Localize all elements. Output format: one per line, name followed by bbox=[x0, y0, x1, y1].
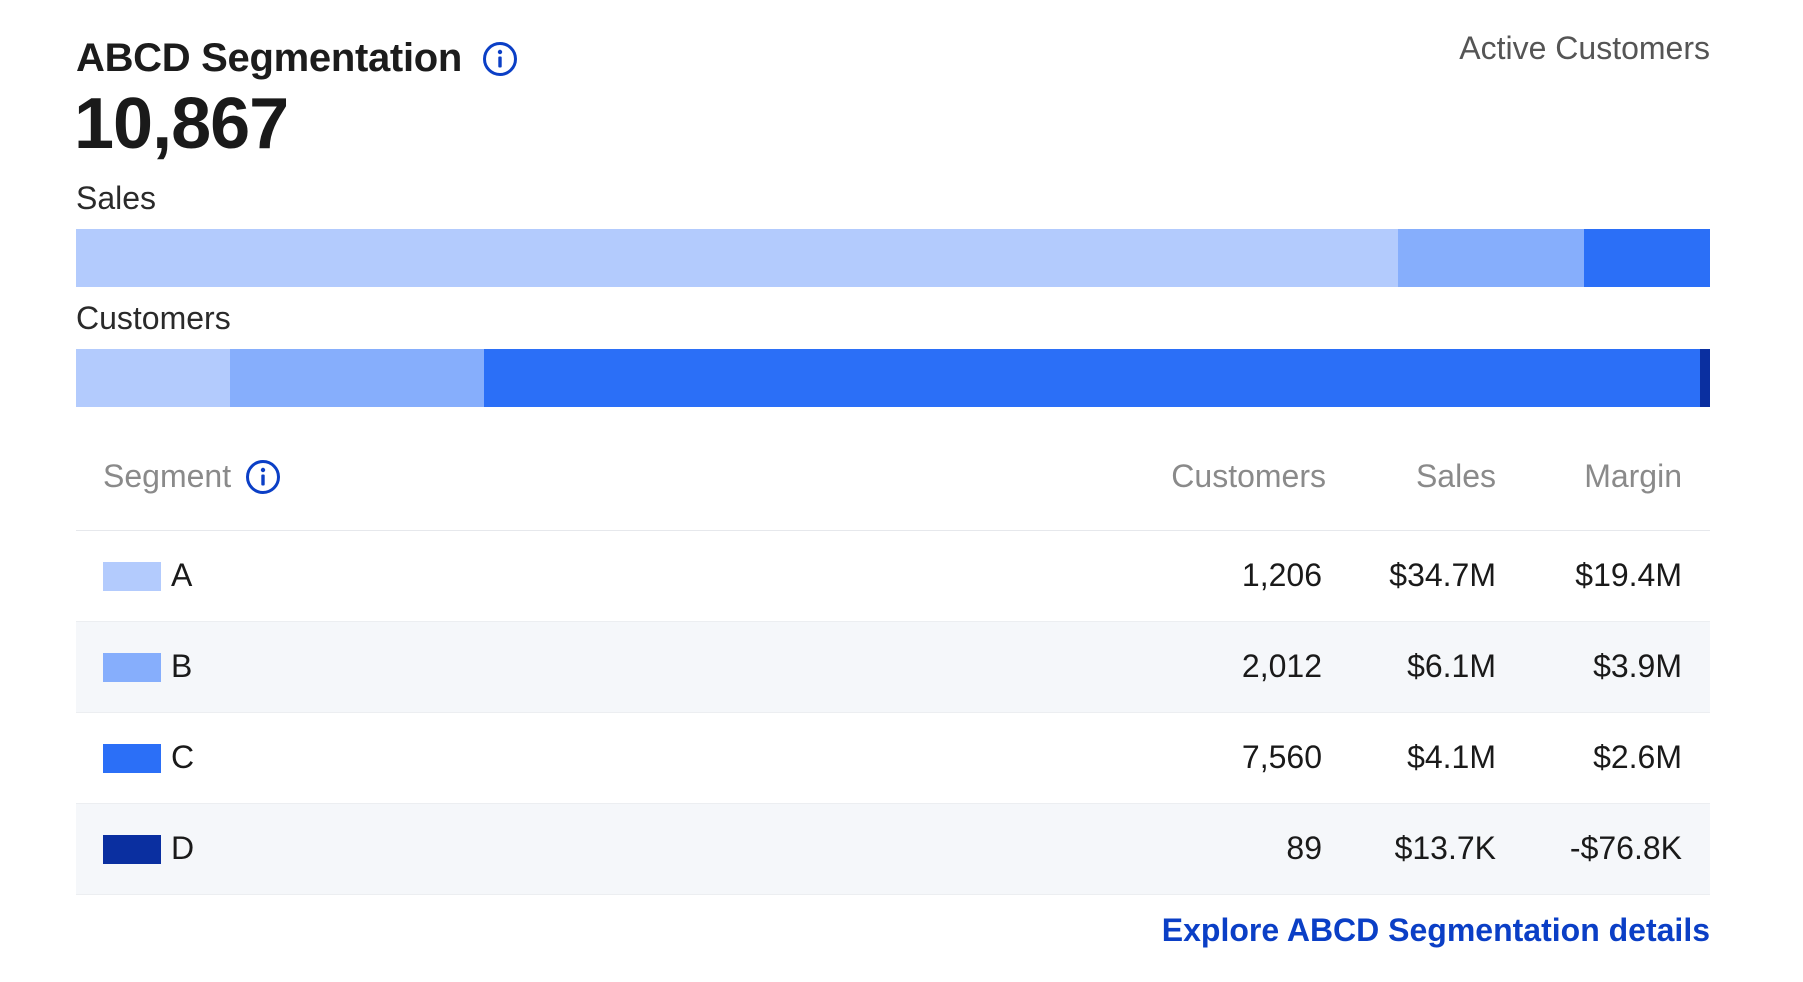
segment-column-header: Segment bbox=[103, 458, 281, 495]
table-row: D 89 $13.7K -$76.8K bbox=[76, 804, 1710, 895]
sales-column-header[interactable]: Sales bbox=[1415, 458, 1496, 494]
margin-cell: $2.6M bbox=[1593, 739, 1682, 775]
customers-cell: 1,206 bbox=[1241, 557, 1322, 593]
customers-cell: 2,012 bbox=[1241, 648, 1322, 684]
margin-cell: $3.9M bbox=[1593, 648, 1682, 684]
sales-cell: $13.7K bbox=[1394, 830, 1496, 866]
segment-table: Segment Customers Sales Margin A 1,206 $… bbox=[76, 436, 1710, 895]
sales-cell: $34.7M bbox=[1389, 557, 1496, 593]
customers-column-header[interactable]: Customers bbox=[1171, 458, 1326, 494]
sales-bar-segment-a[interactable] bbox=[76, 229, 1398, 287]
sales-bar-segment-b[interactable] bbox=[1397, 229, 1585, 287]
segment-swatch bbox=[103, 835, 161, 864]
sales-bar-label: Sales bbox=[76, 180, 157, 216]
segment-name: A bbox=[171, 557, 193, 593]
table-row: A 1,206 $34.7M $19.4M bbox=[76, 531, 1710, 622]
segment-swatch bbox=[103, 562, 161, 591]
sales-cell: $4.1M bbox=[1407, 739, 1496, 775]
explore-details-link[interactable]: Explore ABCD Segmentation details bbox=[1161, 912, 1710, 948]
customers-cell: 89 bbox=[1286, 830, 1322, 866]
customers-bar-segment-d[interactable] bbox=[1700, 349, 1710, 407]
card-title: ABCD Segmentation bbox=[76, 36, 463, 80]
segment-swatch bbox=[103, 744, 161, 773]
customers-bar-segment-b[interactable] bbox=[229, 349, 485, 407]
table-header: Segment Customers Sales Margin bbox=[76, 436, 1710, 531]
active-customers-total: 10,867 bbox=[74, 84, 289, 164]
table-row: C 7,560 $4.1M $2.6M bbox=[76, 713, 1710, 804]
customers-cell: 7,560 bbox=[1241, 739, 1322, 775]
customers-bar-segment-c[interactable] bbox=[484, 349, 1701, 407]
segment-swatch bbox=[103, 653, 161, 682]
active-customers-label: Active Customers bbox=[1459, 30, 1710, 66]
segment-name: C bbox=[171, 739, 195, 775]
table-row: B 2,012 $6.1M $3.9M bbox=[76, 622, 1710, 713]
sales-cell: $6.1M bbox=[1407, 648, 1496, 684]
customers-stacked-bar bbox=[76, 349, 1710, 407]
segment-name: D bbox=[171, 830, 195, 866]
info-icon[interactable] bbox=[245, 459, 281, 495]
customers-bar-segment-a[interactable] bbox=[76, 349, 230, 407]
margin-cell: $19.4M bbox=[1575, 557, 1682, 593]
margin-column-header[interactable]: Margin bbox=[1584, 458, 1682, 494]
info-icon[interactable] bbox=[482, 41, 518, 77]
sales-stacked-bar bbox=[76, 229, 1710, 287]
customers-bar-label: Customers bbox=[76, 300, 231, 336]
margin-cell: -$76.8K bbox=[1569, 830, 1682, 866]
segment-name: B bbox=[171, 648, 193, 684]
sales-bar-segment-c[interactable] bbox=[1584, 229, 1710, 287]
title-row: ABCD Segmentation bbox=[76, 36, 518, 81]
segment-header-label: Segment bbox=[103, 458, 232, 494]
